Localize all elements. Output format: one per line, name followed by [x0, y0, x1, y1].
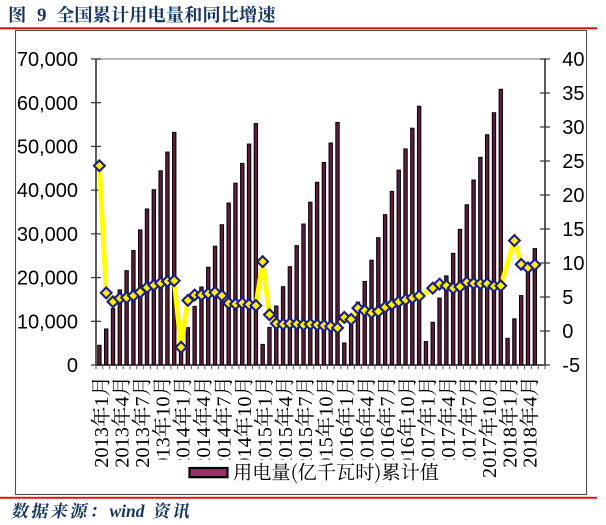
svg-text:60,000: 60,000: [17, 93, 78, 115]
svg-text:1: 1: [91, 396, 113, 406]
svg-text:wind: wind: [110, 501, 145, 521]
svg-text:4: 4: [356, 396, 378, 406]
svg-text:1: 1: [336, 396, 358, 406]
svg-text:7: 7: [295, 396, 317, 406]
svg-text:2015: 2015: [254, 427, 276, 468]
svg-text:7: 7: [132, 396, 154, 406]
svg-text:10: 10: [397, 396, 419, 416]
svg-text:1: 1: [418, 396, 440, 406]
svg-text:7: 7: [214, 396, 236, 406]
svg-text:30: 30: [562, 117, 584, 139]
svg-text:25: 25: [562, 151, 584, 173]
svg-text:2016: 2016: [336, 427, 358, 468]
svg-text:4: 4: [438, 396, 460, 406]
svg-text:10: 10: [479, 396, 501, 416]
svg-text:0: 0: [67, 355, 78, 377]
svg-text:20: 20: [562, 185, 584, 207]
svg-text:2017: 2017: [479, 437, 501, 478]
svg-text:7: 7: [377, 396, 399, 406]
svg-text:10: 10: [234, 396, 256, 416]
svg-text:70,000: 70,000: [17, 49, 78, 71]
svg-text:4: 4: [520, 396, 542, 406]
svg-text:4: 4: [193, 396, 215, 406]
svg-text:2017: 2017: [458, 427, 480, 468]
svg-text:15: 15: [562, 219, 584, 241]
svg-text:-5: -5: [562, 355, 580, 377]
svg-text:1: 1: [254, 396, 276, 406]
svg-text:4: 4: [275, 396, 297, 406]
svg-text:0: 0: [562, 321, 573, 343]
svg-text:50,000: 50,000: [17, 137, 78, 159]
svg-text:2013: 2013: [132, 427, 154, 468]
svg-text:2018: 2018: [499, 427, 521, 468]
svg-text:2014: 2014: [193, 427, 215, 468]
svg-text:1: 1: [499, 396, 521, 406]
svg-text:30,000: 30,000: [17, 224, 78, 246]
svg-text:2016: 2016: [356, 427, 378, 468]
svg-text:9: 9: [37, 5, 47, 26]
svg-text:2018: 2018: [520, 427, 542, 468]
svg-text:4: 4: [112, 396, 134, 406]
svg-text:20,000: 20,000: [17, 268, 78, 290]
svg-text:1: 1: [173, 396, 195, 406]
svg-text:2015: 2015: [295, 427, 317, 468]
svg-text:40,000: 40,000: [17, 180, 78, 202]
svg-text:2014: 2014: [214, 427, 236, 468]
svg-text:2017: 2017: [418, 427, 440, 468]
svg-text:2015: 2015: [275, 427, 297, 468]
svg-text:7: 7: [458, 396, 480, 406]
svg-text:5: 5: [562, 287, 573, 309]
svg-text:2013: 2013: [112, 427, 134, 468]
svg-text:35: 35: [562, 83, 584, 105]
svg-text:2014: 2014: [173, 427, 195, 468]
svg-text:10: 10: [152, 396, 174, 416]
svg-text:10: 10: [562, 253, 584, 275]
svg-text:2017: 2017: [438, 427, 460, 468]
svg-text:10: 10: [316, 396, 338, 416]
svg-text:2016: 2016: [377, 427, 399, 468]
svg-text:40: 40: [562, 49, 584, 71]
svg-text:10,000: 10,000: [17, 311, 78, 333]
svg-text:2013: 2013: [91, 427, 113, 468]
